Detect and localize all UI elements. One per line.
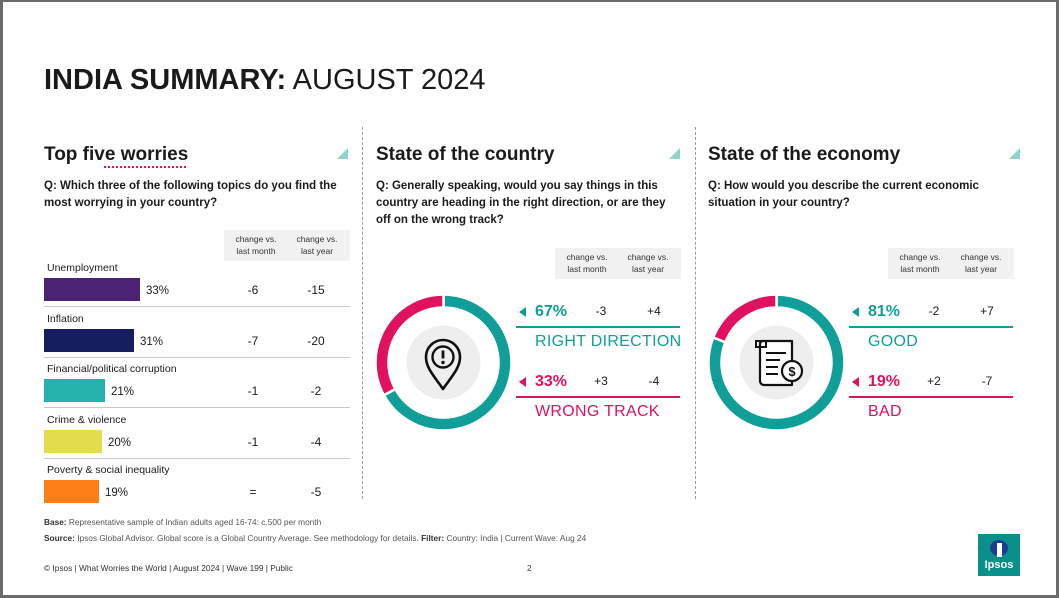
country-question: Q: Generally speaking, would you say thi… bbox=[376, 180, 666, 226]
title-light: AUGUST 2024 bbox=[292, 64, 486, 96]
result-change-month: -3 bbox=[595, 304, 607, 318]
corner-triangle-icon bbox=[337, 148, 348, 159]
result-percent: 67% bbox=[535, 303, 568, 320]
result-percent: 33% bbox=[535, 373, 568, 390]
worry-value-label: 20% bbox=[108, 436, 132, 449]
donut-slice-good bbox=[707, 293, 846, 432]
worry-change-year: -20 bbox=[307, 333, 325, 348]
spell-underline bbox=[104, 163, 186, 168]
marker-triangle-icon bbox=[852, 377, 859, 387]
result-divider bbox=[849, 326, 1013, 328]
economy-heading: State of the economy bbox=[708, 144, 901, 165]
source-note: Source: Ipsos Global Advisor. Global sco… bbox=[44, 533, 586, 544]
base-label: Base: bbox=[44, 517, 67, 527]
worry-bar bbox=[44, 278, 140, 301]
worry-label: Crime & violence bbox=[47, 413, 127, 426]
location-pin-icon bbox=[424, 338, 462, 391]
result-divider bbox=[516, 396, 680, 398]
result-change-year: +4 bbox=[647, 304, 661, 318]
invoice-dollar-icon: $ bbox=[755, 339, 804, 387]
worries-heading: Top five worries bbox=[44, 144, 189, 165]
result-change-year: +7 bbox=[980, 304, 994, 318]
logo-mark-stroke bbox=[997, 543, 1002, 557]
result-percent: 19% bbox=[868, 373, 901, 390]
result-change-month: -2 bbox=[928, 304, 940, 318]
donut-slice-wrong-track bbox=[374, 293, 445, 397]
source-text: Ipsos Global Advisor. Global score is a … bbox=[77, 533, 419, 543]
worry-change-year: -15 bbox=[307, 283, 325, 297]
worry-change-year: -5 bbox=[310, 485, 322, 499]
donut-slice-bad bbox=[711, 293, 778, 344]
ipsos-logo: Ipsos bbox=[978, 534, 1020, 576]
worry-bar bbox=[44, 328, 134, 352]
worry-label: Poverty & social inequality bbox=[47, 464, 170, 476]
worry-change-month: -7 bbox=[247, 333, 259, 348]
worry-value-label: 31% bbox=[140, 335, 164, 348]
svg-text:$: $ bbox=[788, 364, 796, 379]
economy-change-header: change vs. last month change vs. last ye… bbox=[888, 248, 1014, 279]
worry-bar bbox=[44, 480, 99, 503]
worry-value-label: 33% bbox=[146, 285, 170, 297]
page-title: INDIA SUMMARY: AUGUST 2024 bbox=[44, 62, 486, 98]
result-category: GOOD bbox=[868, 333, 919, 350]
row-divider bbox=[44, 407, 350, 408]
worry-change-month: -6 bbox=[247, 283, 259, 297]
marker-triangle-icon bbox=[519, 377, 526, 387]
worries-question: Q: Which three of the following topics d… bbox=[44, 180, 337, 209]
source-label: Source: bbox=[44, 533, 75, 543]
worry-change-month: -1 bbox=[247, 384, 259, 398]
result-change-month: +2 bbox=[927, 374, 941, 388]
result-change-year: -4 bbox=[648, 374, 660, 388]
worry-label: Financial/political corruption bbox=[47, 363, 177, 375]
filter-text: Country: India | Current Wave: Aug 24 bbox=[446, 533, 587, 543]
country-change-header: change vs. last month change vs. last ye… bbox=[555, 248, 681, 279]
worry-bar bbox=[44, 379, 105, 402]
copyright-note: © Ipsos | What Worries the World | Augus… bbox=[44, 563, 293, 573]
worry-label: Unemployment bbox=[47, 262, 118, 274]
result-divider bbox=[516, 326, 680, 328]
worries-change-month-label: change vs. last month bbox=[235, 234, 277, 256]
worry-value-label: 21% bbox=[111, 386, 135, 398]
result-change-year: -7 bbox=[981, 374, 993, 388]
economy-change-year-label: change vs. last year bbox=[960, 252, 1002, 274]
economy-change-month-label: change vs. last month bbox=[899, 252, 941, 274]
worry-value-label: 19% bbox=[105, 487, 129, 499]
page-number: 2 bbox=[527, 563, 532, 573]
country-change-month-label: change vs. last month bbox=[566, 252, 608, 274]
worry-change-year: -4 bbox=[310, 434, 322, 449]
worry-change-month: = bbox=[249, 485, 257, 499]
result-category: RIGHT DIRECTION bbox=[535, 333, 682, 350]
corner-triangle-icon bbox=[1009, 148, 1020, 159]
row-divider bbox=[44, 457, 350, 459]
worry-change-month: -1 bbox=[247, 434, 259, 449]
slide: INDIA SUMMARY: AUGUST 2024 Top five worr… bbox=[3, 2, 1056, 595]
result-category: WRONG TRACK bbox=[535, 403, 660, 420]
filter-label: Filter: bbox=[421, 533, 445, 543]
title-bold: INDIA SUMMARY: bbox=[44, 64, 287, 96]
column-divider bbox=[362, 127, 363, 499]
worries-change-header: change vs. last month change vs. last ye… bbox=[224, 230, 350, 261]
column-divider bbox=[695, 127, 696, 499]
result-divider bbox=[849, 396, 1013, 398]
worry-change-year: -2 bbox=[310, 384, 322, 398]
worries-change-year-label: change vs. last year bbox=[296, 234, 338, 256]
marker-triangle-icon bbox=[852, 307, 859, 317]
marker-triangle-icon bbox=[519, 307, 526, 317]
result-change-month: +3 bbox=[594, 374, 608, 388]
result-percent: 81% bbox=[868, 303, 901, 320]
result-category: BAD bbox=[868, 403, 902, 420]
country-change-year-label: change vs. last year bbox=[627, 252, 669, 274]
corner-triangle-icon bbox=[669, 148, 680, 159]
logo-text: Ipsos bbox=[984, 559, 1014, 571]
base-note: Base: Representative sample of Indian ad… bbox=[44, 517, 321, 528]
row-divider bbox=[44, 306, 350, 307]
row-divider bbox=[44, 356, 350, 358]
worry-label: Inflation bbox=[47, 312, 84, 325]
worry-bar bbox=[44, 429, 102, 453]
country-heading: State of the country bbox=[376, 144, 555, 165]
base-text: Representative sample of Indian adults a… bbox=[68, 517, 322, 527]
economy-question: Q: How would you describe the current ec… bbox=[708, 180, 979, 209]
